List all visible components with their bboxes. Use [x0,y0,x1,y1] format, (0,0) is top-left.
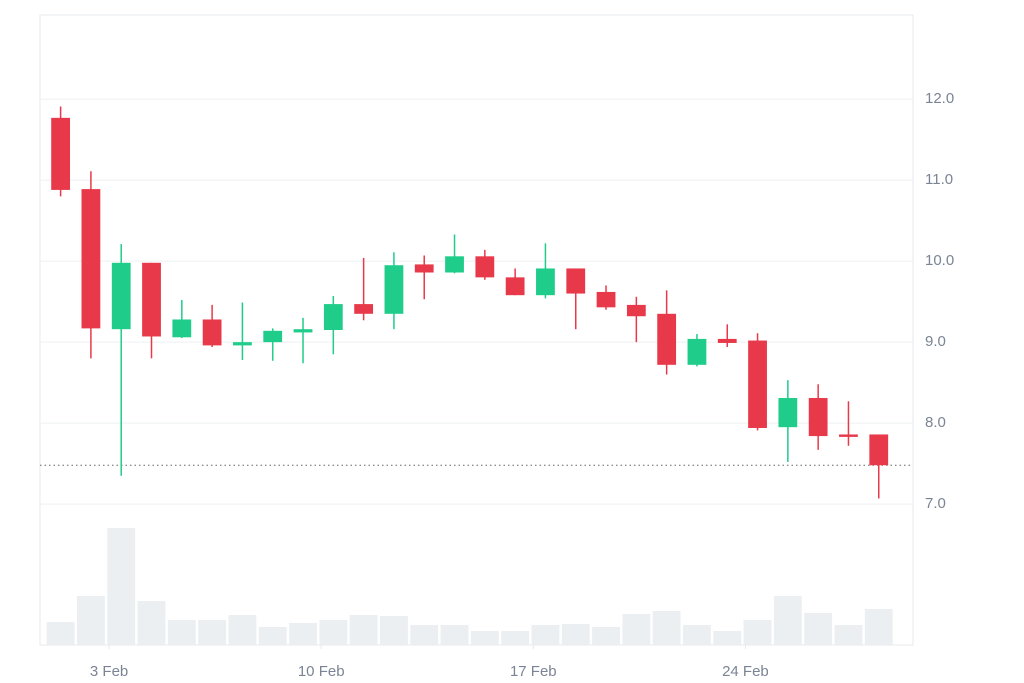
volume-bar [410,625,439,645]
candle-body [536,268,555,296]
y-tick-label: 11.0 [925,171,953,188]
candle-body [263,330,283,343]
volume-bar [864,609,893,645]
volume-bar [622,614,651,645]
candle-body [778,398,798,428]
volume-bar [379,616,408,645]
candle-body [839,434,858,437]
y-tick-label: 9.0 [925,333,946,350]
y-tick-label: 10.0 [925,252,954,269]
candle-body [475,256,495,278]
candle-body [717,338,737,343]
x-tick-label: 3 Feb [90,663,128,680]
candle-body [202,319,222,346]
volume-bar [652,611,681,645]
candle-body [748,340,767,428]
candle-body [323,304,343,330]
y-tick-label: 12.0 [925,90,954,107]
candle-body [596,291,616,308]
volume-bar [289,623,317,645]
volume-bar [46,622,75,645]
volume-bar [167,620,196,645]
candle-body [626,304,646,317]
volume-bar [683,625,711,645]
volume-bar [501,631,530,645]
candle-body [354,304,374,314]
volume-bar [773,596,802,645]
candle-body [687,338,707,365]
volume-bar [470,631,499,645]
candle-body [414,264,434,273]
candle-body [566,268,586,294]
volume-bar [804,613,833,645]
candle-body [111,262,131,330]
y-tick-label: 7.0 [925,495,946,512]
volume-bar [228,615,257,645]
candle-body [172,319,192,338]
y-tick-label: 8.0 [925,414,946,431]
volume-bar [531,625,560,645]
x-tick-label: 17 Feb [510,663,557,680]
candle-body [869,434,889,466]
candle-body [293,329,313,333]
candle-body [384,265,404,314]
x-tick-label: 10 Feb [298,663,345,680]
volume-bar [198,620,227,645]
candle-body [142,262,161,337]
volume-bar [349,615,378,645]
candle-body [808,398,828,437]
volume-bar [713,631,742,645]
candle-body [233,342,252,346]
candle-body [445,256,464,273]
volume-bar [834,625,863,645]
volume-bar [561,624,590,645]
volume-bar [440,625,469,645]
volume-bar [107,528,136,645]
volume-bar [258,627,287,645]
plot-frame [39,14,914,646]
x-tick-label: 24 Feb [722,663,769,680]
volume-bar [76,596,105,645]
volume-bar [592,627,620,645]
volume-bar [137,601,166,645]
candle-body [657,313,677,365]
candle-body [505,277,525,296]
volume-bar [319,620,348,645]
candle-body [51,117,70,190]
candle-body [81,189,101,329]
volume-bar [743,620,772,645]
